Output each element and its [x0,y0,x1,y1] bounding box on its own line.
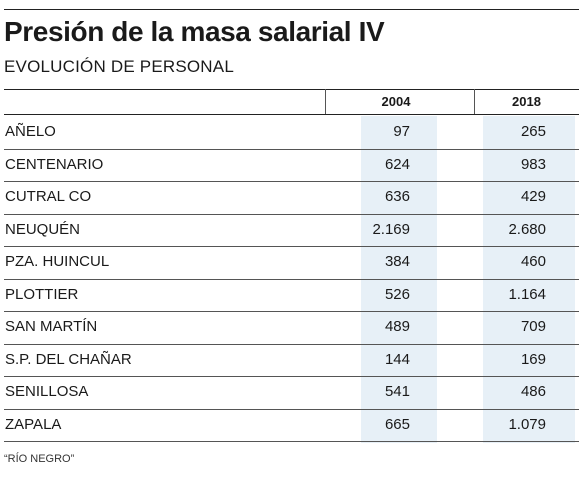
value-2018: 460 [520,253,546,270]
municipality-name: PZA. HUINCUL [5,253,110,270]
header-bottom-rule [4,114,579,115]
row-divider [4,408,579,410]
municipality-name: SENILLOSA [5,383,89,400]
table-row: PZA. HUINCUL 384 460 [4,246,579,278]
table-row: S.P. DEL CHAÑAR 144 169 [4,344,579,376]
table-row: AÑELO 97 265 [4,116,579,148]
source-footnote: “RÍO NEGRO” [4,453,75,465]
value-2004: 636 [384,188,410,205]
page-subtitle: EVOLUCIÓN DE PERSONAL [4,57,234,76]
value-2004: 489 [384,318,410,335]
row-divider [4,181,579,182]
value-2004: 384 [384,253,410,270]
row-divider [4,441,579,442]
value-2004: 541 [384,383,410,400]
municipality-name: SAN MARTÍN [5,318,98,335]
column-shading-2004 [361,116,437,443]
row-divider [4,278,579,280]
column-header-2018: 2018 [512,94,541,109]
staff-table: 2004 2018 AÑELO 97 265 CENTENARIO 624 983 CUTR… [4,89,579,443]
table-row: CENTENARIO 624 983 [4,149,579,181]
header-divider [474,89,475,114]
row-divider [4,213,579,215]
page-title: Presión de la masa salarial IV [4,16,385,47]
value-2004: 665 [384,415,410,433]
value-2018: 2.680 [508,220,546,238]
table-row: SAN MARTÍN 489 709 [4,311,579,343]
value-2018: 265 [520,123,546,140]
value-2018: 486 [520,383,546,400]
column-header-2004: 2004 [381,94,411,109]
value-2018: 169 [520,350,546,368]
municipality-name: PLOTTIER [5,285,79,303]
row-divider [4,246,579,247]
value-2018: 429 [520,188,546,205]
row-divider [4,311,579,312]
municipality-name: NEUQUÉN [5,220,81,238]
value-2004: 526 [384,285,410,303]
municipality-name: AÑELO [5,123,56,140]
table-row: ZAPALA 665 1.079 [4,409,579,441]
table-row: NEUQUÉN 2.169 2.680 [4,214,579,246]
municipality-name: S.P. DEL CHAÑAR [5,350,132,368]
table-row: PLOTTIER 526 1.164 [4,279,579,311]
table-row: SENILLOSA 541 486 [4,376,579,408]
top-rule [4,9,579,10]
municipality-name: CUTRAL CO [5,188,92,205]
column-shading-2018 [483,116,575,443]
table-top-rule [4,89,579,90]
municipality-name: CENTENARIO [5,155,104,173]
value-2004: 2.169 [372,220,410,238]
value-2018: 983 [520,155,546,173]
row-divider [4,343,579,345]
value-2004: 144 [384,350,410,368]
value-2018: 1.164 [508,285,546,303]
row-divider [4,376,579,377]
value-2004: 97 [393,123,410,140]
value-2004: 624 [384,155,410,173]
row-divider [4,148,579,150]
table-row: CUTRAL CO 636 429 [4,181,579,213]
value-2018: 709 [520,318,546,335]
value-2018: 1.079 [508,415,546,433]
header-divider [325,89,326,114]
municipality-name: ZAPALA [5,415,62,433]
